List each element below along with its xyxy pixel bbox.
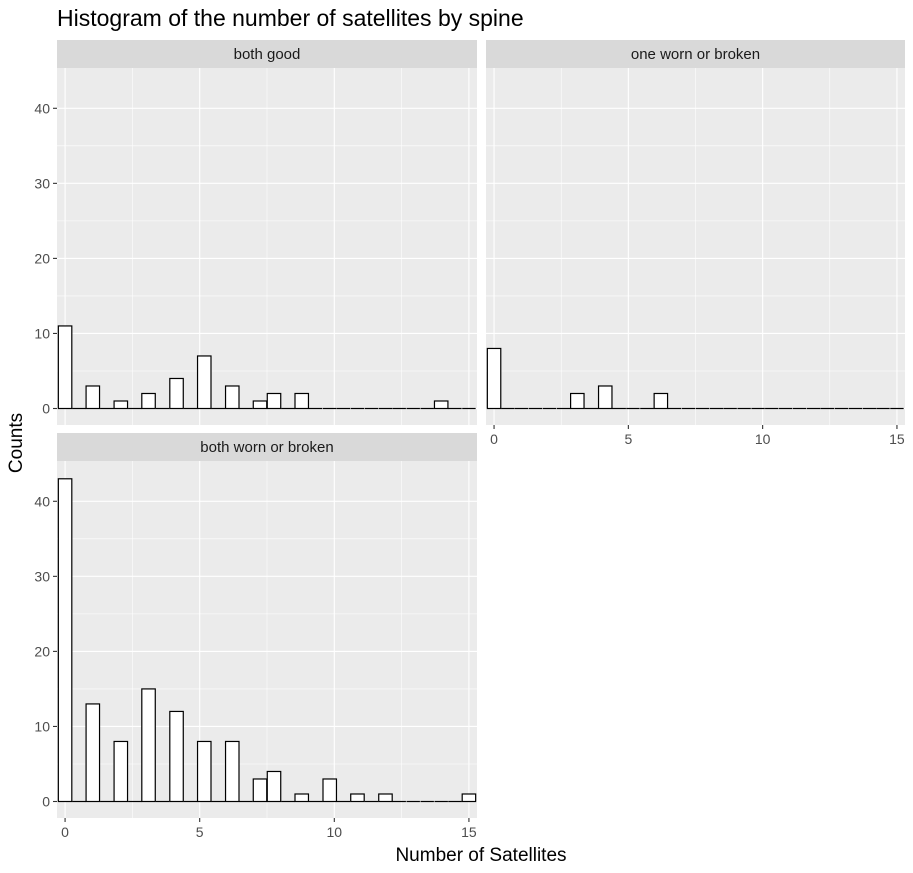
x-tick-label: 15 <box>889 431 905 447</box>
histogram-bar <box>57 478 73 803</box>
histogram-bar <box>378 793 393 803</box>
histogram-bar <box>196 355 212 410</box>
x-axis-title: Number of Satellites <box>395 845 566 866</box>
histogram-bar <box>85 385 101 410</box>
histogram-bar <box>141 688 156 803</box>
x-tick-label: 0 <box>61 824 69 840</box>
histogram-bar <box>113 400 129 410</box>
facet-strip <box>486 40 905 68</box>
panel-both-good: both good 0 10 20 30 40 <box>34 40 477 425</box>
y-tick-label: 20 <box>34 643 50 659</box>
facet-strip-label: one worn or broken <box>631 46 760 63</box>
histogram-bar <box>141 392 156 410</box>
x-tick-label: 5 <box>624 431 632 447</box>
histogram-bar <box>57 325 73 410</box>
histogram-bar <box>294 392 310 410</box>
histogram-bar <box>350 793 365 803</box>
x-tick-label: 5 <box>196 824 204 840</box>
histogram-bar <box>266 770 282 803</box>
x-tick-label: 10 <box>755 431 771 447</box>
histogram-bar <box>252 400 268 410</box>
panel-both-worn-or-broken: both worn or broken 0 10 20 30 40 0 5 10 15 <box>34 433 477 840</box>
facet-strip <box>57 40 477 68</box>
y-tick-label: 40 <box>34 493 50 509</box>
histogram-bar <box>570 392 585 410</box>
histogram-bar <box>433 400 449 410</box>
histogram-bar <box>224 740 240 803</box>
histogram-bar <box>294 793 310 803</box>
histogram-bar <box>461 793 477 803</box>
y-tick-label: 0 <box>42 401 50 417</box>
y-tick-label: 20 <box>34 250 50 266</box>
facet-panels: both good 0 10 20 30 40 one worn or broken 0 5 10… <box>34 40 905 840</box>
facet-strip <box>57 433 477 461</box>
y-axis-title: Counts <box>6 413 27 473</box>
y-tick-label: 10 <box>34 718 50 734</box>
histogram-bar <box>169 377 184 410</box>
facet-strip-label: both good <box>234 46 301 63</box>
y-tick-label: 30 <box>34 175 50 191</box>
x-tick-label: 0 <box>490 431 498 447</box>
chart-title: Histogram of the number of satellites by… <box>57 5 524 31</box>
histogram-bar <box>322 778 338 803</box>
y-tick-label: 0 <box>42 794 50 810</box>
panel-one-worn-or-broken: one worn or broken 0 5 10 15 <box>486 40 905 447</box>
histogram-bar <box>653 392 669 410</box>
facet-strip-label: both worn or broken <box>200 439 333 456</box>
histogram-bar <box>85 703 101 803</box>
histogram-bar <box>252 778 268 803</box>
x-tick-label: 15 <box>461 824 477 840</box>
histogram-bar <box>113 740 129 803</box>
y-tick-label: 40 <box>34 100 50 116</box>
histogram-bar <box>169 710 184 803</box>
histogram-bar <box>266 392 282 410</box>
x-tick-label: 10 <box>327 824 343 840</box>
histogram-bar <box>597 385 613 410</box>
histogram-bar <box>196 740 212 803</box>
y-tick-label: 10 <box>34 325 50 341</box>
histogram-bar <box>486 347 502 410</box>
y-tick-label: 30 <box>34 568 50 584</box>
histogram-bar <box>224 385 240 410</box>
